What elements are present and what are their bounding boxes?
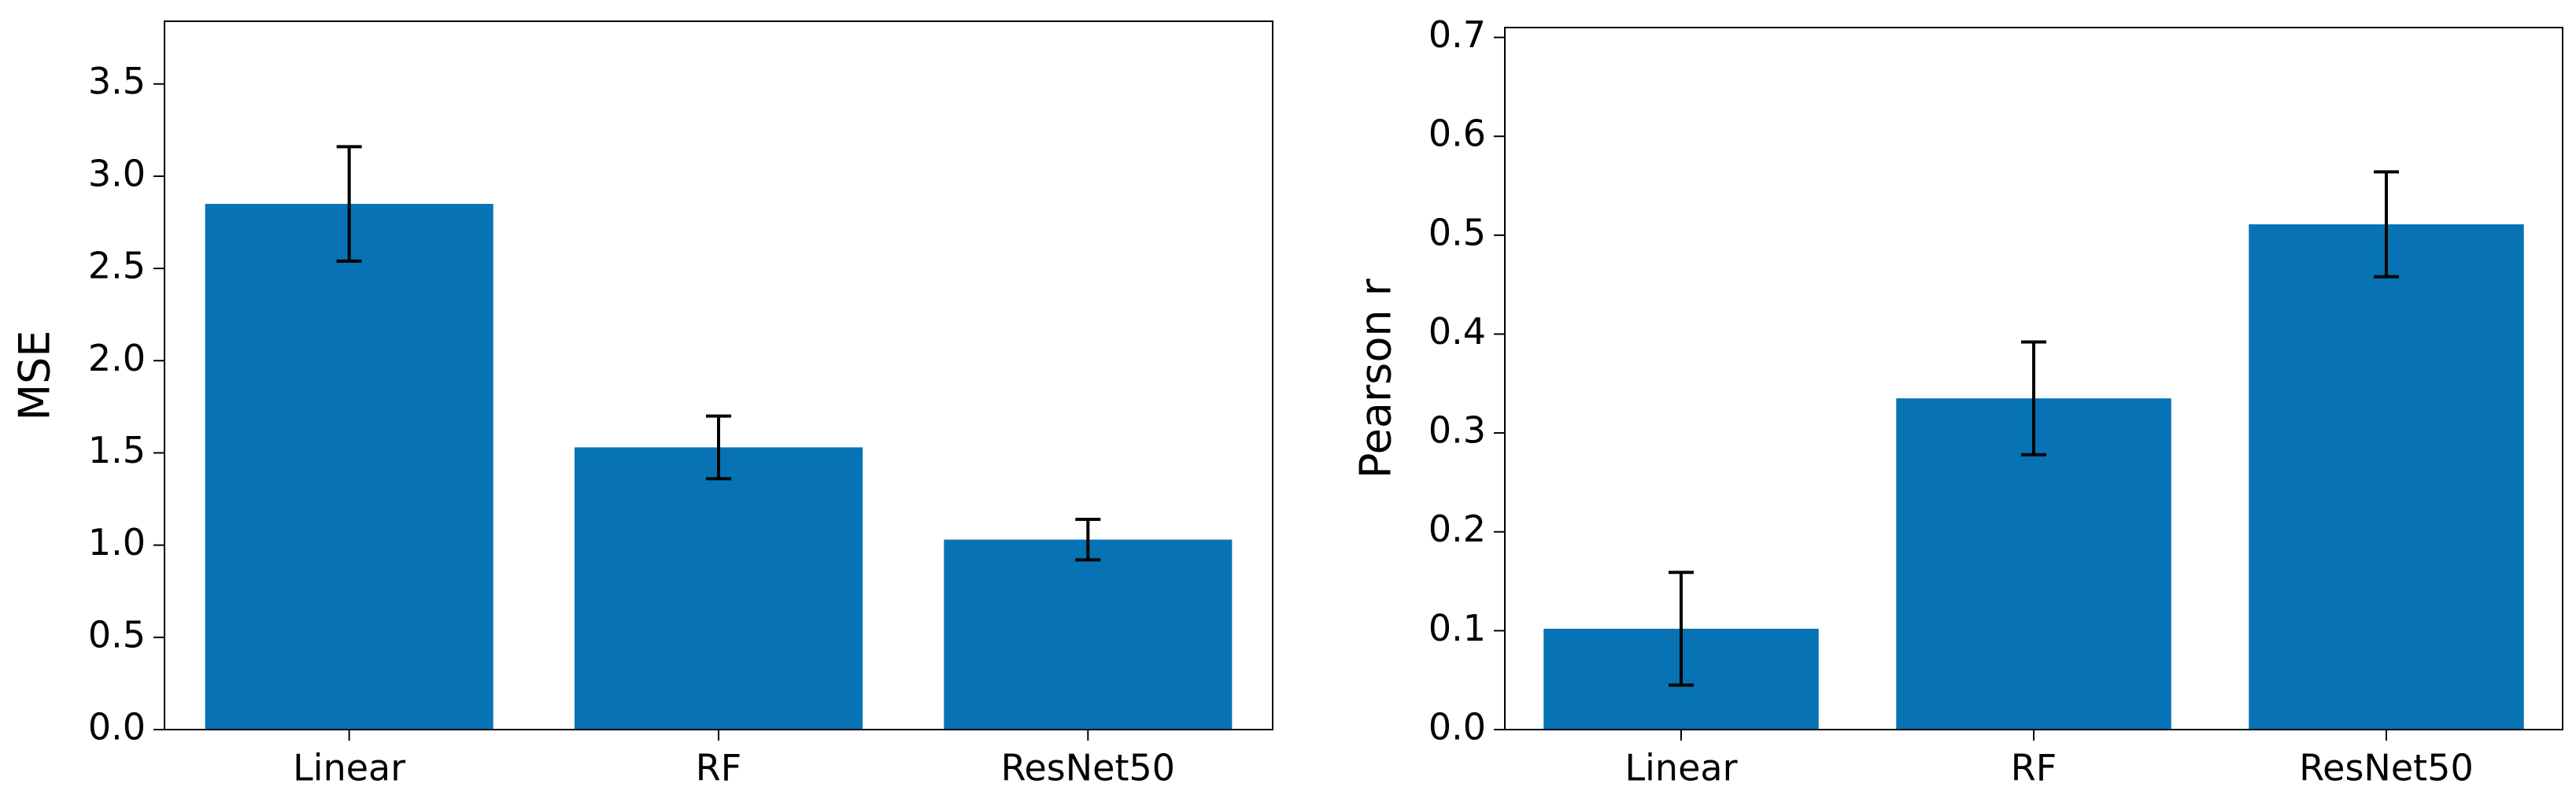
x-tick-label: ResNet50 [2299,747,2473,789]
bar [205,204,493,730]
y-tick-label: 3.0 [88,152,146,194]
y-tick-label: 0.0 [88,706,146,748]
y-tick-label: 1.0 [88,521,146,564]
y-tick-label: 3.5 [88,60,146,102]
y-tick-label: 0.7 [1428,13,1486,56]
axes-frame [1504,27,2563,730]
y-tick-label: 0.0 [1428,706,1486,748]
y-tick-label: 0.1 [1428,607,1486,649]
bar [944,539,1233,730]
axes-frame [164,20,1273,730]
x-tick-label: Linear [1625,747,1738,789]
y-tick-label: 0.5 [88,613,146,656]
y-axis-label: MSE [10,331,60,421]
bar [2249,224,2524,730]
y-tick-label: 1.5 [88,429,146,471]
y-tick-label: 2.0 [88,337,146,379]
x-tick-label: RF [2011,747,2057,789]
x-tick-label: RF [696,747,741,789]
y-tick-label: 0.2 [1428,508,1486,550]
y-tick-label: 0.5 [1428,211,1486,253]
y-tick-label: 0.3 [1428,409,1486,452]
x-tick-label: ResNet50 [1001,747,1175,789]
x-tick-label: Linear [293,747,405,789]
y-tick-label: 0.6 [1428,113,1486,155]
bar [574,447,863,730]
y-tick-label: 0.4 [1428,310,1486,353]
y-axis-label: Pearson r [1351,278,1401,479]
y-tick-label: 2.5 [88,245,146,287]
